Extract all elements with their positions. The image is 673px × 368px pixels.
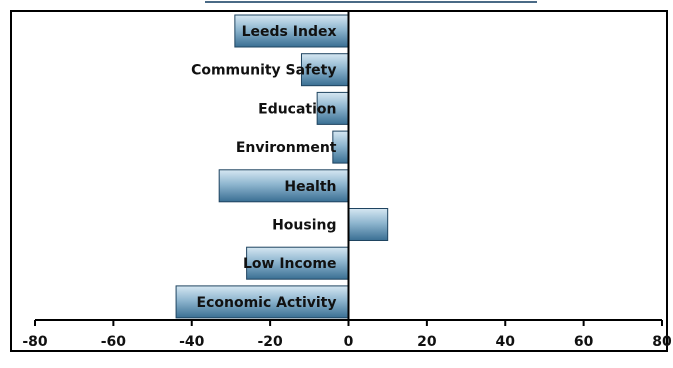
category-labels-group: Leeds Index Community Safety Education Envi… xyxy=(191,24,337,311)
bar-community-safety xyxy=(300,53,350,87)
bar-housing xyxy=(348,208,389,241)
bar-health xyxy=(218,169,349,203)
category-label: Education xyxy=(258,101,336,117)
x-tick-label: 40 xyxy=(496,334,516,350)
category-label: Community Safety xyxy=(191,63,336,79)
category-label: Health xyxy=(284,179,336,195)
category-label: Housing xyxy=(272,218,336,234)
x-tick-label: -40 xyxy=(179,334,205,350)
x-tick-label: -60 xyxy=(101,334,127,350)
x-axis: -80 -60 -40 -20 0 20 40 60 80 xyxy=(22,12,672,350)
category-label: Low Income xyxy=(243,256,337,272)
bar-leeds-index xyxy=(234,14,349,48)
x-tick-label: 0 xyxy=(344,334,354,350)
x-tick-label: 80 xyxy=(652,334,672,350)
x-tick-label: -20 xyxy=(257,334,283,350)
x-tick-label: 20 xyxy=(417,334,437,350)
x-tick-label: -80 xyxy=(22,334,48,350)
x-tick-label: 60 xyxy=(574,334,594,350)
category-label: Economic Activity xyxy=(197,295,337,311)
category-label: Environment xyxy=(236,140,337,156)
category-label: Leeds Index xyxy=(242,24,337,40)
